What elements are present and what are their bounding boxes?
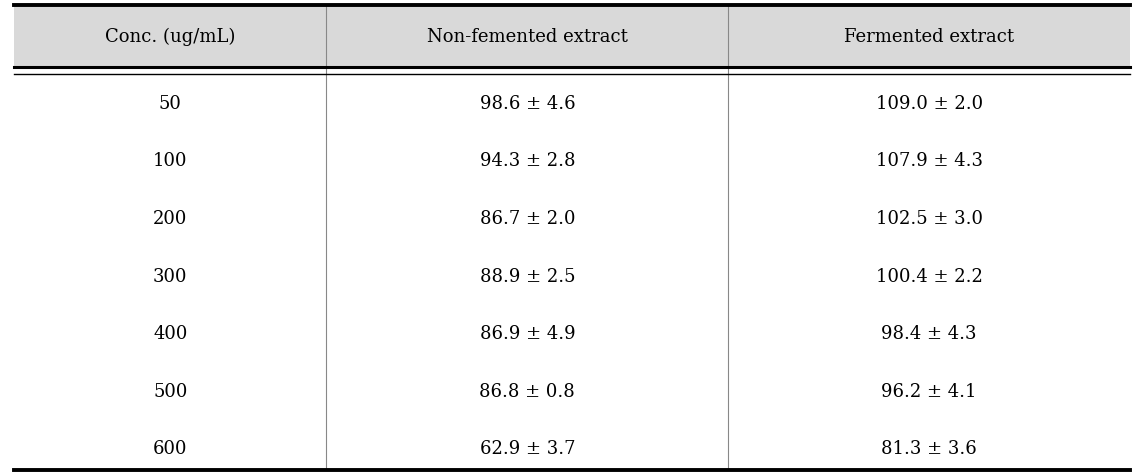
Text: 86.7 ± 2.0: 86.7 ± 2.0	[479, 209, 575, 228]
Text: 86.8 ± 0.8: 86.8 ± 0.8	[479, 382, 575, 400]
Text: Non-femented extract: Non-femented extract	[427, 28, 628, 46]
Text: 600: 600	[153, 439, 188, 457]
Text: 50: 50	[159, 95, 182, 112]
Text: 98.4 ± 4.3: 98.4 ± 4.3	[881, 324, 977, 342]
Text: 86.9 ± 4.9: 86.9 ± 4.9	[479, 324, 575, 342]
Text: 88.9 ± 2.5: 88.9 ± 2.5	[479, 267, 575, 285]
Text: 109.0 ± 2.0: 109.0 ± 2.0	[875, 95, 983, 112]
Text: 98.6 ± 4.6: 98.6 ± 4.6	[479, 95, 575, 112]
Text: 400: 400	[153, 324, 188, 342]
Text: Fermented extract: Fermented extract	[844, 28, 1015, 46]
Text: 94.3 ± 2.8: 94.3 ± 2.8	[479, 152, 575, 170]
Text: 200: 200	[153, 209, 188, 228]
Text: 100.4 ± 2.2: 100.4 ± 2.2	[875, 267, 983, 285]
Bar	[14, 6, 1130, 68]
Text: 107.9 ± 4.3: 107.9 ± 4.3	[875, 152, 983, 170]
Text: 500: 500	[153, 382, 188, 400]
Text: 100: 100	[153, 152, 188, 170]
Text: 102.5 ± 3.0: 102.5 ± 3.0	[875, 209, 983, 228]
Text: Conc. (ug/mL): Conc. (ug/mL)	[105, 28, 236, 46]
Text: 300: 300	[153, 267, 188, 285]
Text: 96.2 ± 4.1: 96.2 ± 4.1	[881, 382, 977, 400]
Text: 81.3 ± 3.6: 81.3 ± 3.6	[881, 439, 977, 457]
Text: 62.9 ± 3.7: 62.9 ± 3.7	[479, 439, 575, 457]
